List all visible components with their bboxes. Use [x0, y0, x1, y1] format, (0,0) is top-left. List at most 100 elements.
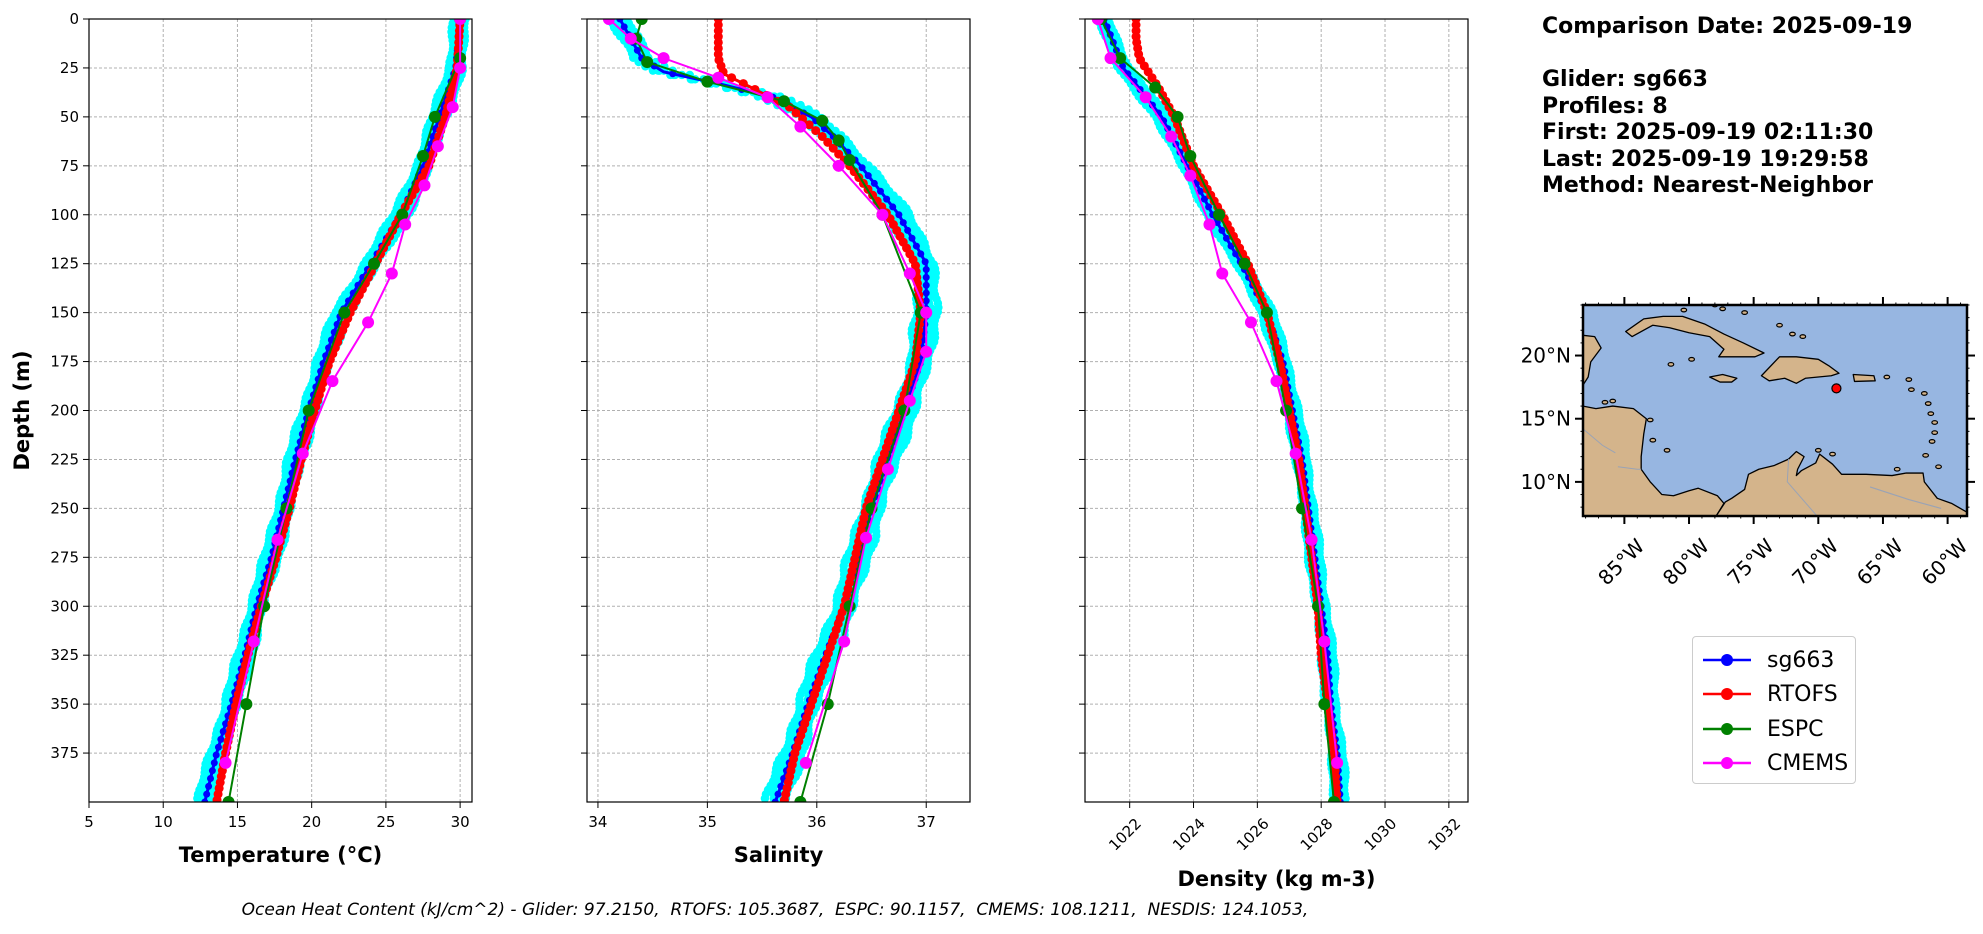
map-island — [1883, 374, 1891, 380]
first-profile-time: First: 2025-09-19 02:11:30 — [1542, 120, 1874, 145]
map-island — [1776, 322, 1783, 328]
map-inset: 85°W 80°W 75°W 70°W 65°W 60°W 20°N 15°N 10°N — [1521, 297, 1975, 590]
series-point-cmems — [1270, 375, 1283, 388]
x-axis-label: Salinity — [734, 843, 824, 867]
series-point-cmems — [903, 267, 916, 280]
series-point-sg663 — [1205, 203, 1213, 211]
legend-item-cmems: CMEMS — [1701, 748, 1848, 778]
series-point-sg663 — [1232, 250, 1240, 258]
series-point-sg663 — [889, 203, 897, 211]
x-tick-label: 5 — [84, 813, 94, 831]
map-island — [1601, 399, 1609, 405]
series-point-espc — [794, 796, 807, 802]
map-lat-label: 10°N — [1521, 470, 1571, 494]
y-tick-label: 325 — [50, 646, 79, 664]
series-point-espc — [641, 56, 654, 69]
land-hispaniola — [1760, 356, 1840, 384]
map-border — [1786, 459, 1818, 516]
series-point-espc — [368, 257, 381, 270]
x-tick-label: 15 — [228, 813, 247, 831]
series-point-cmems — [219, 756, 232, 769]
series-point-sg663 — [616, 19, 624, 23]
series-point-cmems — [624, 32, 637, 45]
y-tick-label: 25 — [60, 59, 79, 77]
series-point-cmems — [418, 179, 431, 192]
legend: sg663 RTOFS ESPC CMEMS — [1692, 636, 1856, 784]
plot-area — [1091, 19, 1350, 802]
series-point-cmems — [602, 19, 615, 25]
x-axis-label: Density (kg m-3) — [1177, 867, 1375, 891]
legend-dot-rtofs — [1721, 688, 1733, 700]
series-point-sg663 — [922, 281, 930, 289]
series-point-espc — [1238, 257, 1251, 270]
series-point-sg663 — [771, 798, 779, 802]
series-point-cmems — [1318, 635, 1331, 648]
series-point-espc — [428, 110, 441, 123]
series-point-cmems — [1165, 130, 1178, 143]
map-island — [1905, 377, 1913, 382]
x-tick-label: 25 — [376, 813, 395, 831]
series-point-cmems — [920, 306, 933, 319]
series-point-cmems — [1305, 533, 1318, 546]
axes-frame — [1084, 18, 1469, 803]
map-lon-label: 65°W — [1852, 534, 1908, 590]
legend-marker-cmems — [1703, 757, 1751, 769]
map-lat-label: 20°N — [1521, 344, 1571, 368]
series-point-cmems — [296, 447, 309, 460]
series-point-espc — [1184, 150, 1197, 163]
x-tick-label: 1032 — [1424, 815, 1464, 855]
legend-item-sg663: sg663 — [1701, 645, 1834, 675]
y-tick-label: 350 — [50, 695, 79, 713]
legend-label-cmems: CMEMS — [1767, 750, 1849, 776]
x-tick-label: 10 — [154, 813, 173, 831]
series-point-sg663 — [222, 720, 230, 728]
series-point-espc — [1260, 306, 1273, 319]
series-point-espc — [1327, 796, 1340, 802]
series-point-espc — [1318, 698, 1331, 711]
series-point-sg663 — [922, 266, 930, 274]
plot-area — [193, 19, 470, 802]
map-lon-label: 70°W — [1787, 534, 1843, 590]
x-tick-label: 30 — [451, 813, 470, 831]
x-tick-label: 1028 — [1297, 815, 1337, 855]
series-point-sg663 — [1200, 195, 1208, 203]
x-tick-label: 1022 — [1105, 815, 1145, 855]
land-cuba — [1625, 315, 1765, 358]
series-point-sg663 — [1136, 85, 1144, 93]
map-island — [1799, 334, 1807, 339]
series-point-cmems — [920, 345, 933, 358]
series-point-espc — [1171, 110, 1184, 123]
series-point-cmems — [247, 635, 260, 648]
legend-marker-espc — [1703, 723, 1751, 735]
series-point-sg663 — [429, 132, 437, 140]
y-tick-label: 250 — [50, 499, 79, 517]
legend-dot-espc — [1721, 723, 1733, 735]
series-point-espc — [1149, 81, 1162, 94]
y-tick-label: 175 — [50, 353, 79, 371]
series-point-cmems — [799, 756, 812, 769]
map-island — [1927, 411, 1935, 417]
profile-count: Profiles: 8 — [1542, 93, 1668, 119]
chart-panel-1: 34 35 36 37 Salinity — [581, 18, 971, 867]
y-tick-label: 375 — [50, 744, 79, 762]
series-point-cmems — [1203, 218, 1216, 231]
series-point-sg663 — [922, 273, 930, 281]
series-point-cmems — [1104, 52, 1117, 65]
series-point-cmems — [876, 208, 889, 221]
glider-position-marker — [1831, 383, 1842, 394]
series-point-rtofs — [212, 795, 222, 802]
plot-area — [602, 19, 943, 802]
map-island — [1908, 387, 1915, 393]
map-island — [1741, 310, 1749, 315]
map-island — [1646, 417, 1654, 423]
series-point-rtofs — [791, 108, 801, 118]
series-point-cmems — [271, 533, 284, 546]
x-tick-label: 37 — [917, 813, 936, 831]
series-point-sg663 — [669, 70, 677, 78]
interpolation-method: Method: Nearest-Neighbor — [1542, 173, 1873, 198]
series-point-sg663 — [214, 743, 222, 751]
series-point-cmems — [881, 463, 894, 476]
chart-panel-2: 1022 1024 1026 1028 1030 1032 Density (kg m-3) — [1079, 18, 1469, 891]
map-island — [1667, 361, 1675, 367]
series-point-espc — [1213, 208, 1226, 221]
